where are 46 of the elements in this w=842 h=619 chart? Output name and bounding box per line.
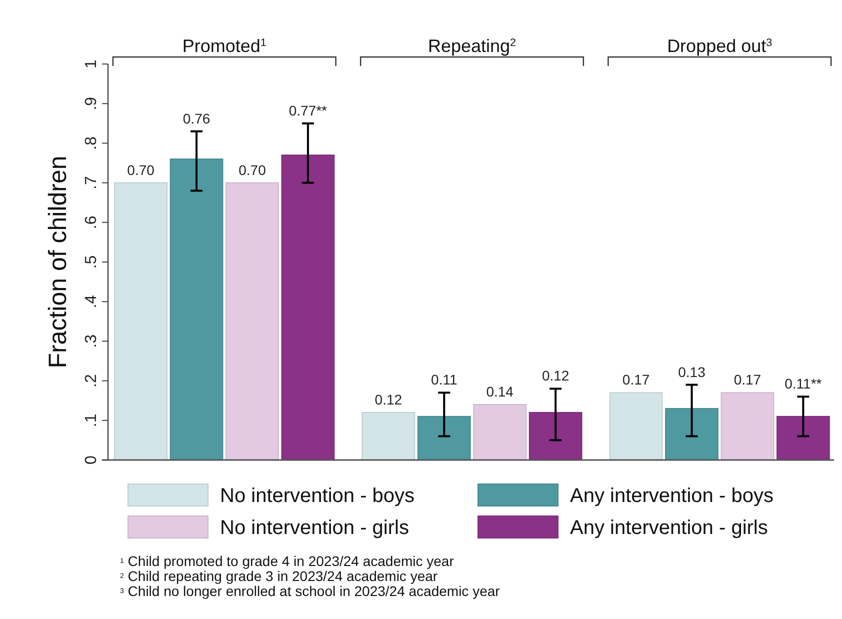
data-label: 0.77** [288, 102, 328, 118]
bar [776, 416, 830, 460]
data-label: 0.70 [127, 162, 155, 178]
legend-label: Any intervention - boys [570, 485, 774, 507]
bar [665, 408, 718, 460]
x-tick-label: Repeating$^{2}$ [428, 36, 516, 56]
y-tick-label: .4 [83, 294, 100, 308]
bar [609, 392, 663, 460]
data-label: 0.76 [182, 110, 210, 126]
bar [281, 154, 335, 460]
y-tick-label: 0 [83, 455, 100, 464]
bar [362, 412, 416, 460]
data-label: 0.12 [542, 368, 570, 384]
bar [226, 182, 279, 460]
bar [170, 158, 224, 460]
y-axis-title: Fraction of children [44, 156, 72, 368]
data-label: 0.70 [238, 162, 266, 178]
bar [114, 182, 168, 460]
bar [720, 392, 774, 460]
data-label: 0.13 [678, 364, 706, 380]
y-tick-label: 1 [83, 59, 100, 68]
y-tick-label: .7 [83, 176, 100, 190]
y-tick-label: .1 [83, 414, 100, 428]
y-tick-label: .9 [83, 96, 100, 110]
bar [473, 404, 527, 460]
y-tick-label: .3 [83, 334, 100, 348]
legend-label: No intervention - girls [220, 517, 409, 539]
data-label: 0.12 [374, 391, 402, 408]
bar [528, 412, 582, 460]
y-tick-label: .6 [83, 216, 100, 230]
text: $^{1}$ Child promoted to grade 4 in 2023/24 academic year [120, 553, 454, 569]
data-label: 0.11** [784, 376, 822, 392]
legend-label: No intervention - boys [220, 485, 415, 507]
y-tick-label: .2 [83, 374, 100, 388]
y-tick-label: .8 [83, 136, 100, 150]
data-label: 0.14 [486, 384, 514, 400]
text: $^{3}$ Child no longer enrolled at school in 2023/24 academic year [120, 583, 500, 599]
data-label: 0.17 [622, 372, 650, 388]
x-tick-label: Dropped out$^{3}$ [667, 36, 772, 56]
y-tick-label: .5 [83, 255, 100, 269]
legend-label: Any intervention - girls [570, 517, 768, 539]
bar [417, 416, 471, 460]
data-label: 0.11 [431, 372, 458, 388]
text: $^{2}$ Child repeating grade 3 in 2023/24 academic year [120, 568, 438, 584]
data-label: 0.17 [734, 372, 762, 388]
x-tick-label: Promoted$^{1}$ [182, 36, 266, 56]
